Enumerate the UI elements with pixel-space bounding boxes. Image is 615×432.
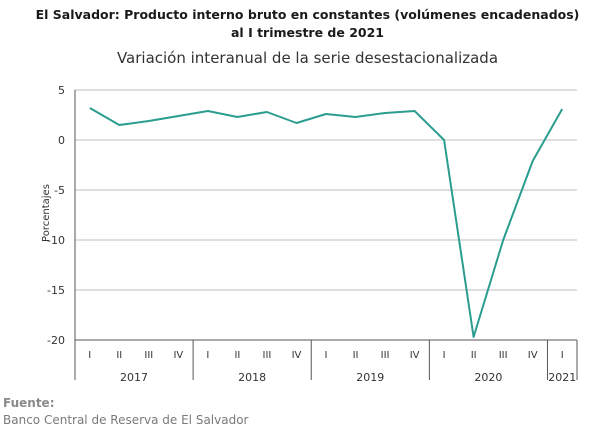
source-label: Fuente: [3, 396, 55, 410]
y-tick-label: 5 [58, 84, 65, 97]
x-tick-label: III [263, 350, 272, 361]
chart-subtitle: Variación interanual de la serie desesta… [116, 49, 499, 67]
y-axis-label: Porcentajes [41, 184, 52, 242]
x-tick-label: I [88, 350, 91, 361]
x-tick-label: III [381, 350, 390, 361]
y-tick-label: -10 [47, 234, 65, 247]
x-tick-label: I [443, 350, 446, 361]
series-line [89, 107, 564, 338]
x-tick-label: II [353, 350, 359, 361]
chart-title-line1: El Salvador: Producto interno bruto en c… [35, 7, 580, 22]
x-tick-label: IV [292, 350, 302, 361]
x-tick-label: I [325, 350, 328, 361]
x-tick-label: II [234, 350, 240, 361]
x-tick-label: II [116, 350, 122, 361]
y-tick-label: -15 [47, 284, 65, 297]
x-tick-label: IV [173, 350, 183, 361]
x-tick-label: III [499, 350, 508, 361]
y-tick-label: 0 [58, 134, 65, 147]
year-label: 2021 [548, 371, 576, 384]
year-label: 2017 [120, 371, 148, 384]
source-text: Banco Central de Reserva de El Salvador [3, 413, 249, 427]
x-tick-label: III [144, 350, 153, 361]
x-tick-label: IV [410, 350, 420, 361]
year-label: 2018 [238, 371, 266, 384]
x-tick-label: I [206, 350, 209, 361]
x-tick-label: IV [528, 350, 538, 361]
year-label: 2020 [474, 371, 502, 384]
chart-title-line2: al I trimestre de 2021 [231, 25, 384, 40]
y-tick-label: -5 [54, 184, 65, 197]
x-tick-label: I [561, 350, 564, 361]
x-tick-label: II [471, 350, 477, 361]
y-tick-label: -20 [47, 334, 65, 347]
year-label: 2019 [356, 371, 384, 384]
